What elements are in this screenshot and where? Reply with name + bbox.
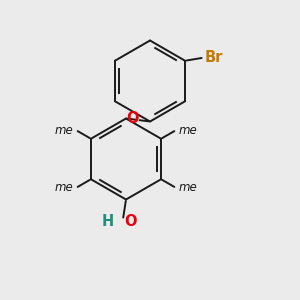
- Text: me: me: [54, 181, 73, 194]
- Text: H: H: [102, 214, 114, 230]
- Text: me: me: [179, 181, 198, 194]
- Text: O: O: [126, 111, 139, 126]
- Text: Br: Br: [205, 50, 223, 65]
- Text: me: me: [54, 124, 73, 137]
- Text: O: O: [124, 214, 137, 230]
- Text: me: me: [179, 124, 198, 137]
